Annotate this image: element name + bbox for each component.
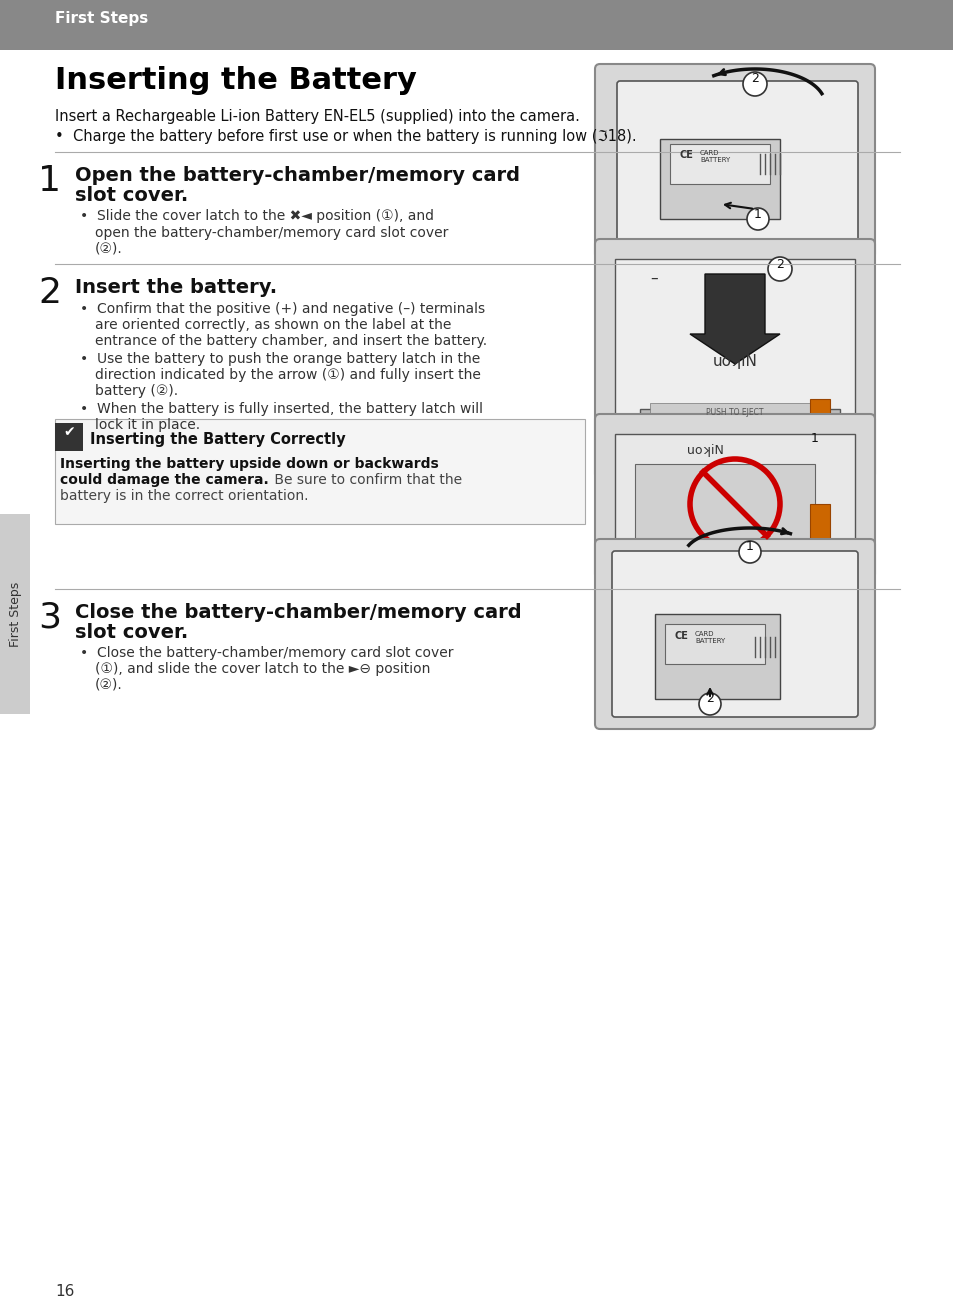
FancyBboxPatch shape (0, 0, 953, 50)
Text: ✔: ✔ (63, 424, 74, 439)
Circle shape (767, 258, 791, 281)
Text: 2: 2 (775, 258, 783, 271)
Bar (639, 409, 840, 459)
Text: (②).: (②). (95, 678, 123, 692)
FancyArrow shape (689, 275, 780, 364)
Text: slot cover.: slot cover. (75, 623, 188, 643)
Text: CARD
BATTERY: CARD BATTERY (695, 631, 724, 644)
FancyBboxPatch shape (55, 419, 584, 524)
Text: 1: 1 (810, 432, 818, 445)
Text: lock it in place.: lock it in place. (95, 418, 200, 432)
Text: open the battery-chamber/memory card slot cover: open the battery-chamber/memory card slo… (95, 226, 448, 240)
Text: –: – (649, 271, 657, 286)
Text: entrance of the battery chamber, and insert the battery.: entrance of the battery chamber, and ins… (95, 334, 487, 348)
Bar (655, 614, 780, 699)
Text: First Steps: First Steps (9, 581, 22, 646)
Text: •  Close the battery-chamber/memory card slot cover: • Close the battery-chamber/memory card … (80, 646, 453, 660)
Text: are oriented correctly, as shown on the label at the: are oriented correctly, as shown on the … (95, 318, 451, 332)
Text: (②).: (②). (95, 242, 123, 256)
Text: 2: 2 (705, 692, 713, 706)
FancyBboxPatch shape (617, 81, 857, 242)
Text: Insert a Rechargeable Li-ion Battery EN-EL5 (supplied) into the camera.: Insert a Rechargeable Li-ion Battery EN-… (55, 109, 579, 124)
Text: CE: CE (675, 631, 688, 641)
Text: Open the battery-chamber/memory card: Open the battery-chamber/memory card (75, 166, 519, 185)
Text: Be sure to confirm that the: Be sure to confirm that the (270, 473, 461, 487)
Circle shape (803, 434, 825, 455)
Text: direction indicated by the arrow (①) and fully insert the: direction indicated by the arrow (①) and… (95, 368, 480, 382)
Text: •  When the battery is fully inserted, the battery latch will: • When the battery is fully inserted, th… (80, 402, 482, 417)
Bar (809, 505, 829, 544)
Text: 2: 2 (38, 276, 61, 310)
Text: •  Confirm that the positive (+) and negative (–) terminals: • Confirm that the positive (+) and nega… (80, 302, 485, 315)
Text: 1: 1 (753, 208, 761, 221)
Text: battery is in the correct orientation.: battery is in the correct orientation. (60, 489, 308, 503)
Text: 2: 2 (750, 71, 759, 84)
Circle shape (699, 692, 720, 715)
Text: battery (②).: battery (②). (95, 384, 178, 398)
Text: CARD
BATTERY: CARD BATTERY (700, 150, 729, 163)
Text: First Steps: First Steps (55, 11, 148, 26)
Bar (664, 624, 764, 664)
Circle shape (742, 72, 766, 96)
Text: slot cover.: slot cover. (75, 187, 188, 205)
Text: Inserting the Battery: Inserting the Battery (55, 66, 416, 95)
Text: could damage the camera.: could damage the camera. (60, 473, 269, 487)
Text: Inserting the Battery Correctly: Inserting the Battery Correctly (90, 432, 345, 447)
Bar (615, 259, 854, 459)
Bar (669, 145, 769, 184)
Text: PUSH TO EJECT: PUSH TO EJECT (705, 409, 763, 417)
Bar (615, 434, 854, 564)
Text: •  Slide the cover latch to the ✖◄ position (①), and: • Slide the cover latch to the ✖◄ positi… (80, 209, 434, 223)
Circle shape (739, 541, 760, 562)
FancyBboxPatch shape (612, 551, 857, 717)
Text: 16: 16 (55, 1284, 74, 1300)
Text: 3: 3 (38, 600, 61, 635)
Bar (809, 399, 829, 434)
Text: Close the battery-chamber/memory card: Close the battery-chamber/memory card (75, 603, 521, 622)
Text: •  Charge the battery before first use or when the battery is running low (ℑ18).: • Charge the battery before first use or… (55, 129, 636, 145)
FancyBboxPatch shape (595, 539, 874, 729)
Bar (659, 139, 780, 219)
Bar (624, 438, 784, 459)
Bar (635, 464, 814, 555)
Text: Insert the battery.: Insert the battery. (75, 279, 276, 297)
Text: 1: 1 (38, 164, 61, 198)
Text: CE: CE (679, 150, 693, 160)
FancyBboxPatch shape (595, 414, 874, 579)
Text: uoʞiN: uoʞiN (686, 444, 722, 457)
Text: 1: 1 (745, 540, 753, 553)
FancyBboxPatch shape (595, 64, 874, 259)
Text: Inserting the battery upside down or backwards: Inserting the battery upside down or bac… (60, 457, 438, 470)
FancyBboxPatch shape (55, 423, 83, 451)
Bar (649, 403, 820, 420)
FancyBboxPatch shape (0, 514, 30, 714)
Circle shape (746, 208, 768, 230)
Text: •  Use the battery to push the orange battery latch in the: • Use the battery to push the orange bat… (80, 352, 479, 367)
Text: uoʞiN: uoʞiN (712, 353, 757, 369)
FancyBboxPatch shape (595, 239, 874, 480)
Text: (①), and slide the cover latch to the ►⊖ position: (①), and slide the cover latch to the ►⊖… (95, 662, 430, 675)
